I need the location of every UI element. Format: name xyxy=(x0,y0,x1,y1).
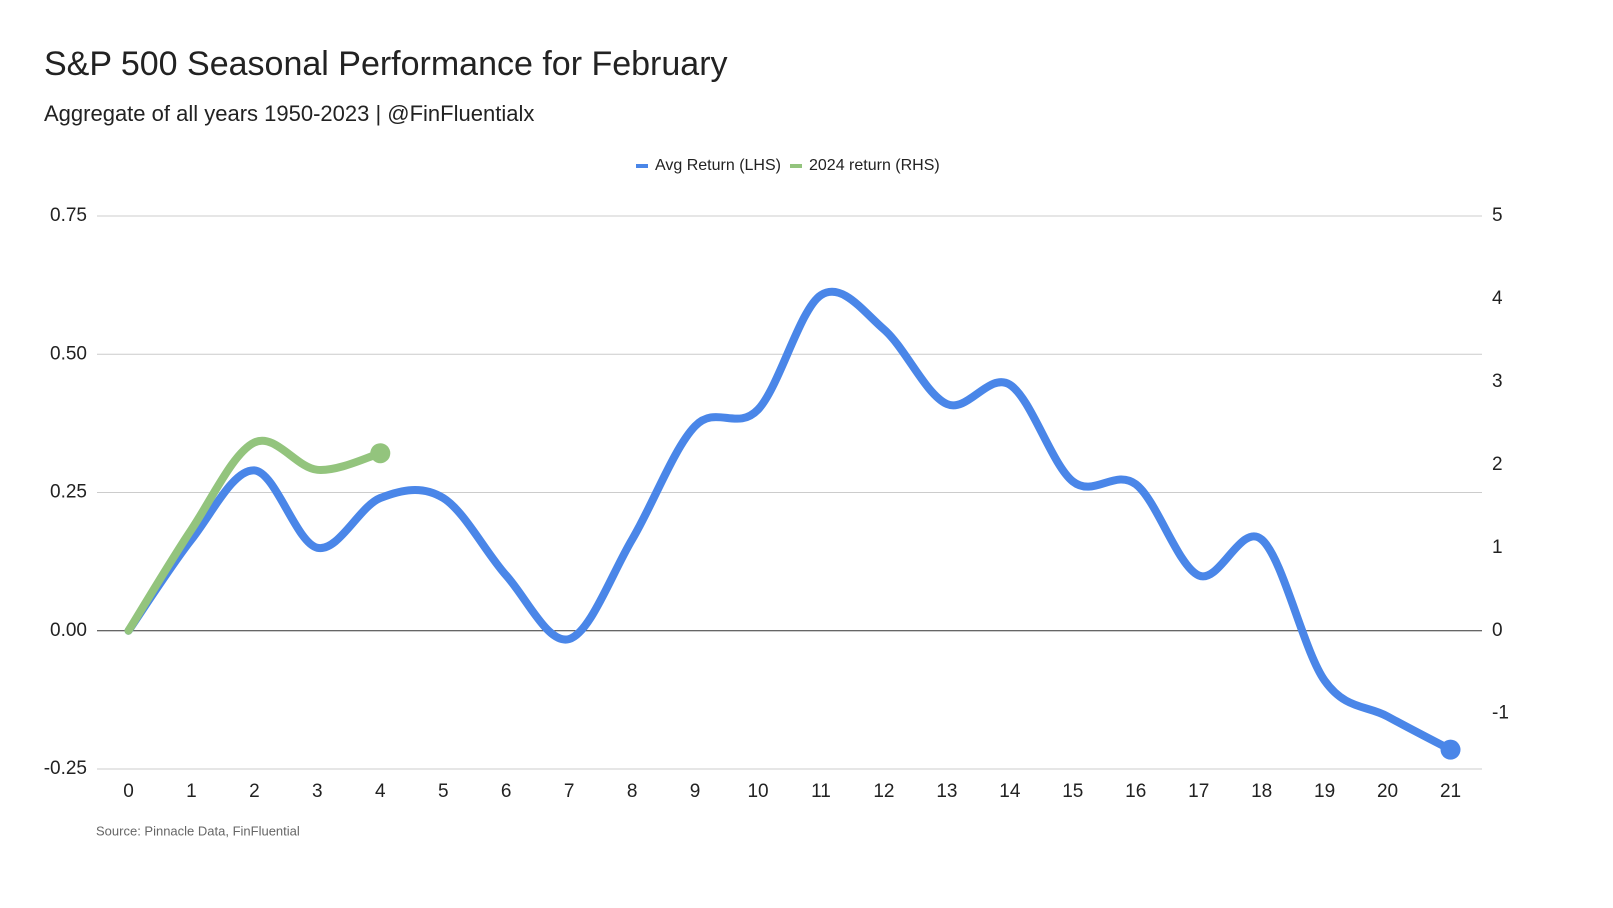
x-tick-label: 12 xyxy=(873,781,894,802)
y-tick-label: 0.00 xyxy=(50,620,87,641)
source-note: Source: Pinnacle Data, FinFluential xyxy=(96,823,300,838)
x-tick-label: 18 xyxy=(1251,781,1272,802)
x-tick-label: 4 xyxy=(375,781,386,802)
y2-tick-label: 1 xyxy=(1492,537,1503,558)
y2-tick-label: 3 xyxy=(1492,371,1503,392)
x-tick-label: 13 xyxy=(936,781,957,802)
end-marker xyxy=(1440,739,1461,760)
x-tick-label: 10 xyxy=(747,781,768,802)
x-tick-label: 5 xyxy=(438,781,449,802)
x-tick-label: 9 xyxy=(690,781,701,802)
x-tick-label: 6 xyxy=(501,781,512,802)
chart-title: S&P 500 Seasonal Performance for Februar… xyxy=(44,45,728,83)
x-tick-label: 1 xyxy=(186,781,197,802)
x-tick-label: 2 xyxy=(249,781,260,802)
x-tick-label: 17 xyxy=(1188,781,1209,802)
x-tick-label: 21 xyxy=(1440,781,1461,802)
y2-tick-label: 4 xyxy=(1492,288,1503,309)
y2-tick-label: -1 xyxy=(1492,703,1509,724)
end-marker xyxy=(370,443,391,464)
chart-subtitle: Aggregate of all years 1950-2023 | @FinF… xyxy=(44,101,534,126)
x-tick-label: 8 xyxy=(627,781,638,802)
y-tick-label: -0.25 xyxy=(44,758,87,779)
y-tick-label: 0.50 xyxy=(50,343,87,364)
x-tick-label: 3 xyxy=(312,781,323,802)
y2-tick-label: 2 xyxy=(1492,454,1503,475)
y-tick-label: 0.25 xyxy=(50,482,87,503)
x-tick-label: 14 xyxy=(999,781,1021,802)
x-tick-label: 16 xyxy=(1125,781,1146,802)
legend-label: Avg Return (LHS) xyxy=(655,157,781,174)
legend-label: 2024 return (RHS) xyxy=(809,157,940,174)
series-line xyxy=(124,287,1455,754)
y2-tick-label: 5 xyxy=(1492,205,1503,226)
x-tick-label: 15 xyxy=(1062,781,1083,802)
x-tick-label: 20 xyxy=(1377,781,1398,802)
x-tick-label: 0 xyxy=(123,781,134,802)
y-tick-label: 0.75 xyxy=(50,205,87,226)
x-tick-label: 11 xyxy=(811,781,831,802)
y2-tick-label: 0 xyxy=(1492,620,1503,641)
x-tick-label: 7 xyxy=(564,781,575,802)
x-tick-label: 19 xyxy=(1314,781,1335,802)
series-line xyxy=(124,436,385,635)
